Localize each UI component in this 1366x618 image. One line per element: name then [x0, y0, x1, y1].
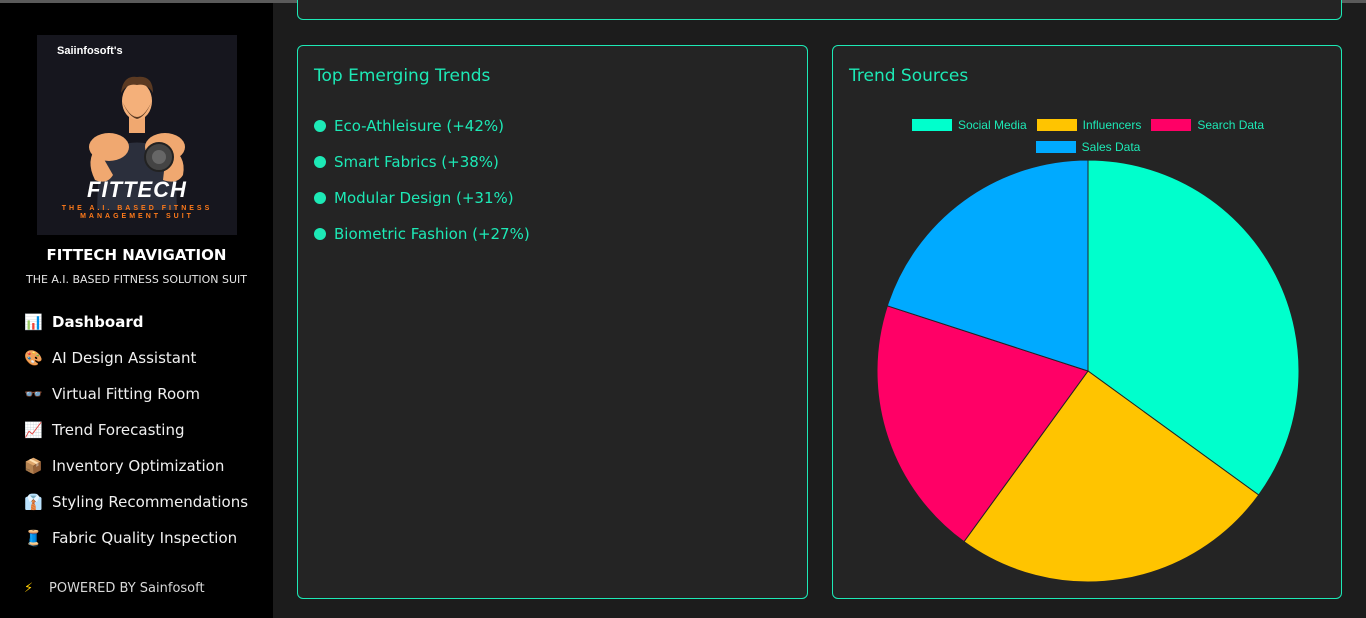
bar-chart-icon: 📊 — [24, 313, 43, 331]
legend-item-search-data[interactable]: Search Data — [1151, 118, 1264, 132]
legend-item-sales-data[interactable]: Sales Data — [1035, 140, 1141, 154]
nav-item-label: Fabric Quality Inspection — [52, 529, 238, 547]
pie-slice-social-media[interactable] — [1087, 159, 1300, 496]
nav-item-trend-forecasting[interactable]: 📈 Trend Forecasting — [24, 412, 248, 448]
legend-label: Social Media — [957, 118, 1027, 132]
nav-title: FITTECH NAVIGATION — [46, 246, 227, 264]
nav-item-ai-design-assistant[interactable]: 🎨 AI Design Assistant — [24, 340, 248, 376]
nav-item-label: Inventory Optimization — [52, 457, 225, 475]
trend-sources-pie-chart — [876, 159, 1300, 583]
top-card-partial — [297, 0, 1342, 20]
nav-item-label: AI Design Assistant — [52, 349, 197, 367]
legend-label: Influencers — [1082, 118, 1142, 132]
trend-chart-icon: 📈 — [24, 421, 43, 439]
legend-label: Search Data — [1197, 118, 1265, 132]
legend-row: Sales Data — [833, 136, 1343, 158]
nav-item-label: Dashboard — [52, 313, 144, 331]
powered-by: ⚡ POWERED BY Sainfosoft — [24, 581, 205, 596]
trend-item: Eco-Athleisure (+42%) — [314, 108, 530, 144]
trend-list: Eco-Athleisure (+42%) Smart Fabrics (+38… — [314, 108, 530, 252]
pie-slice-search-data[interactable] — [876, 305, 1089, 543]
legend-swatch — [1036, 119, 1077, 131]
nav-list: 📊 Dashboard 🎨 AI Design Assistant 👓 Virt… — [24, 304, 248, 556]
trend-item: Modular Design (+31%) — [314, 180, 530, 216]
nav-item-dashboard[interactable]: 📊 Dashboard — [24, 304, 248, 340]
bullet-dot-icon — [314, 156, 326, 168]
legend-swatch — [1035, 141, 1076, 153]
nav-subtitle: THE A.I. BASED FITNESS SOLUTION SUIT — [25, 273, 248, 286]
legend-item-social-media[interactable]: Social Media — [911, 118, 1027, 132]
legend-swatch — [911, 119, 952, 131]
logo-top-text: Saiinfosoft's — [57, 45, 123, 57]
lightning-icon: ⚡ — [24, 581, 34, 596]
logo-tagline: THE A.I. BASED FITNESS MANAGEMENT SUIT — [61, 205, 213, 220]
sidebar: Saiinfosoft's FITTECH THE A.I. BASED FIT… — [0, 3, 273, 618]
trends-card: Top Emerging Trends Eco-Athleisure (+42%… — [297, 45, 808, 599]
sources-card: Trend Sources Social Media Influencers S… — [832, 45, 1342, 599]
nav-item-label: Virtual Fitting Room — [52, 385, 200, 403]
bullet-dot-icon — [314, 120, 326, 132]
chart-legend: Social Media Influencers Search Data Sal… — [833, 114, 1343, 158]
logo-brand-word: FITTECH — [87, 177, 187, 202]
trend-item-label: Biometric Fashion (+27%) — [334, 225, 530, 243]
trend-item-label: Smart Fabrics (+38%) — [334, 153, 499, 171]
legend-item-influencers[interactable]: Influencers — [1036, 118, 1142, 132]
palette-icon: 🎨 — [24, 349, 43, 367]
shirt-icon: 👔 — [24, 493, 43, 511]
trend-item: Biometric Fashion (+27%) — [314, 216, 530, 252]
nav-item-label: Styling Recommendations — [52, 493, 249, 511]
pie-slice-sales-data[interactable] — [886, 159, 1089, 372]
trend-item-label: Modular Design (+31%) — [334, 189, 514, 207]
nav-item-fabric-quality-inspection[interactable]: 🧵 Fabric Quality Inspection — [24, 520, 248, 556]
nav-item-virtual-fitting-room[interactable]: 👓 Virtual Fitting Room — [24, 376, 248, 412]
trend-item-label: Eco-Athleisure (+42%) — [334, 117, 504, 135]
bullet-dot-icon — [314, 192, 326, 204]
trends-card-title: Top Emerging Trends — [314, 66, 491, 86]
legend-swatch — [1151, 119, 1192, 131]
sources-card-title: Trend Sources — [849, 66, 969, 86]
pie-slice-influencers[interactable] — [963, 370, 1260, 583]
fittech-logo: Saiinfosoft's FITTECH THE A.I. BASED FIT… — [37, 35, 237, 235]
legend-row: Social Media Influencers Search Data — [833, 114, 1343, 136]
thread-icon: 🧵 — [24, 529, 43, 547]
trend-item: Smart Fabrics (+38%) — [314, 144, 530, 180]
bullet-dot-icon — [314, 228, 326, 240]
bodybuilder-illustration — [89, 76, 185, 210]
glasses-icon: 👓 — [24, 385, 43, 403]
nav-item-label: Trend Forecasting — [52, 421, 185, 439]
package-icon: 📦 — [24, 457, 43, 475]
powered-by-label: POWERED BY Sainfosoft — [49, 581, 205, 596]
legend-label: Sales Data — [1081, 140, 1141, 154]
nav-item-styling-recommendations[interactable]: 👔 Styling Recommendations — [24, 484, 248, 520]
nav-item-inventory-optimization[interactable]: 📦 Inventory Optimization — [24, 448, 248, 484]
